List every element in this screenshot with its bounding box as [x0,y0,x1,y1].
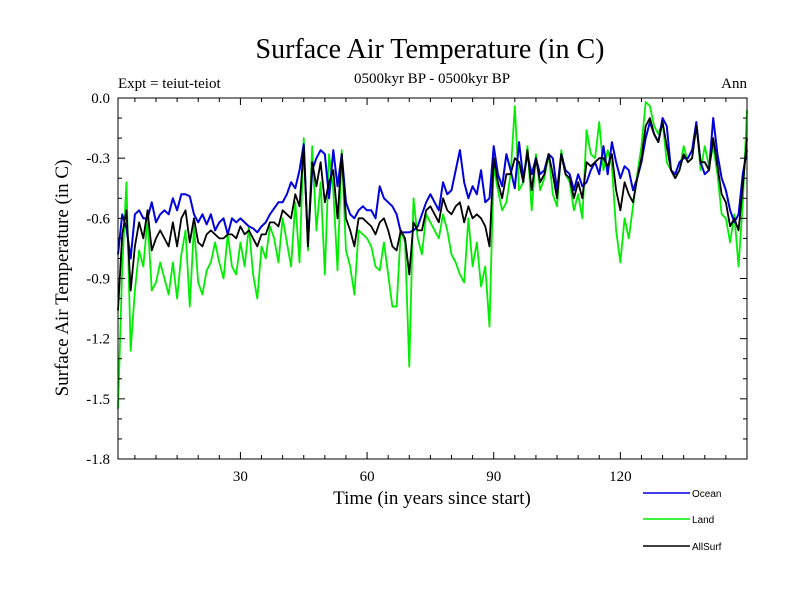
plot-lines [117,101,748,409]
x-tick-label: 30 [233,469,248,485]
series-line-land [117,101,748,409]
y-axis-label: Surface Air Temperature (in C) [52,160,73,397]
y-tick-label: -1.2 [86,332,110,348]
y-tick-label: -0.6 [86,211,110,227]
chart-title: Surface Air Temperature (in C) [256,34,605,65]
x-tick-label: 90 [486,469,501,485]
y-tick-label: -1.8 [86,452,110,468]
x-tick-label: 60 [360,469,375,485]
x-tick-label: 120 [609,469,632,485]
period-label: Ann [721,76,747,92]
legend-label-land: Land [692,515,714,526]
series-line-ocean [117,117,748,260]
y-tick-label: -1.5 [86,392,110,408]
x-axis-label: Time (in years since start) [333,488,531,509]
experiment-label: Expt = teiut-teiot [118,76,221,92]
y-tick-label: -0.3 [86,151,110,167]
legend: Ocean Land AllSurf [643,489,722,553]
x-axis-ticks: 30 60 90 120 [134,98,727,485]
chart-subtitle: 0500kyr BP - 0500kyr BP [354,71,510,87]
legend-label-ocean: Ocean [692,489,721,500]
series-line-allsurf [117,117,748,311]
y-tick-label: 0.0 [91,91,110,107]
plot-frame [117,97,748,460]
y-axis-ticks: 0.0 -0.3 -0.6 -0.9 -1.2 -1.5 -1.8 [86,91,747,468]
legend-label-allsurf: AllSurf [692,542,722,553]
y-tick-label: -0.9 [86,272,110,288]
